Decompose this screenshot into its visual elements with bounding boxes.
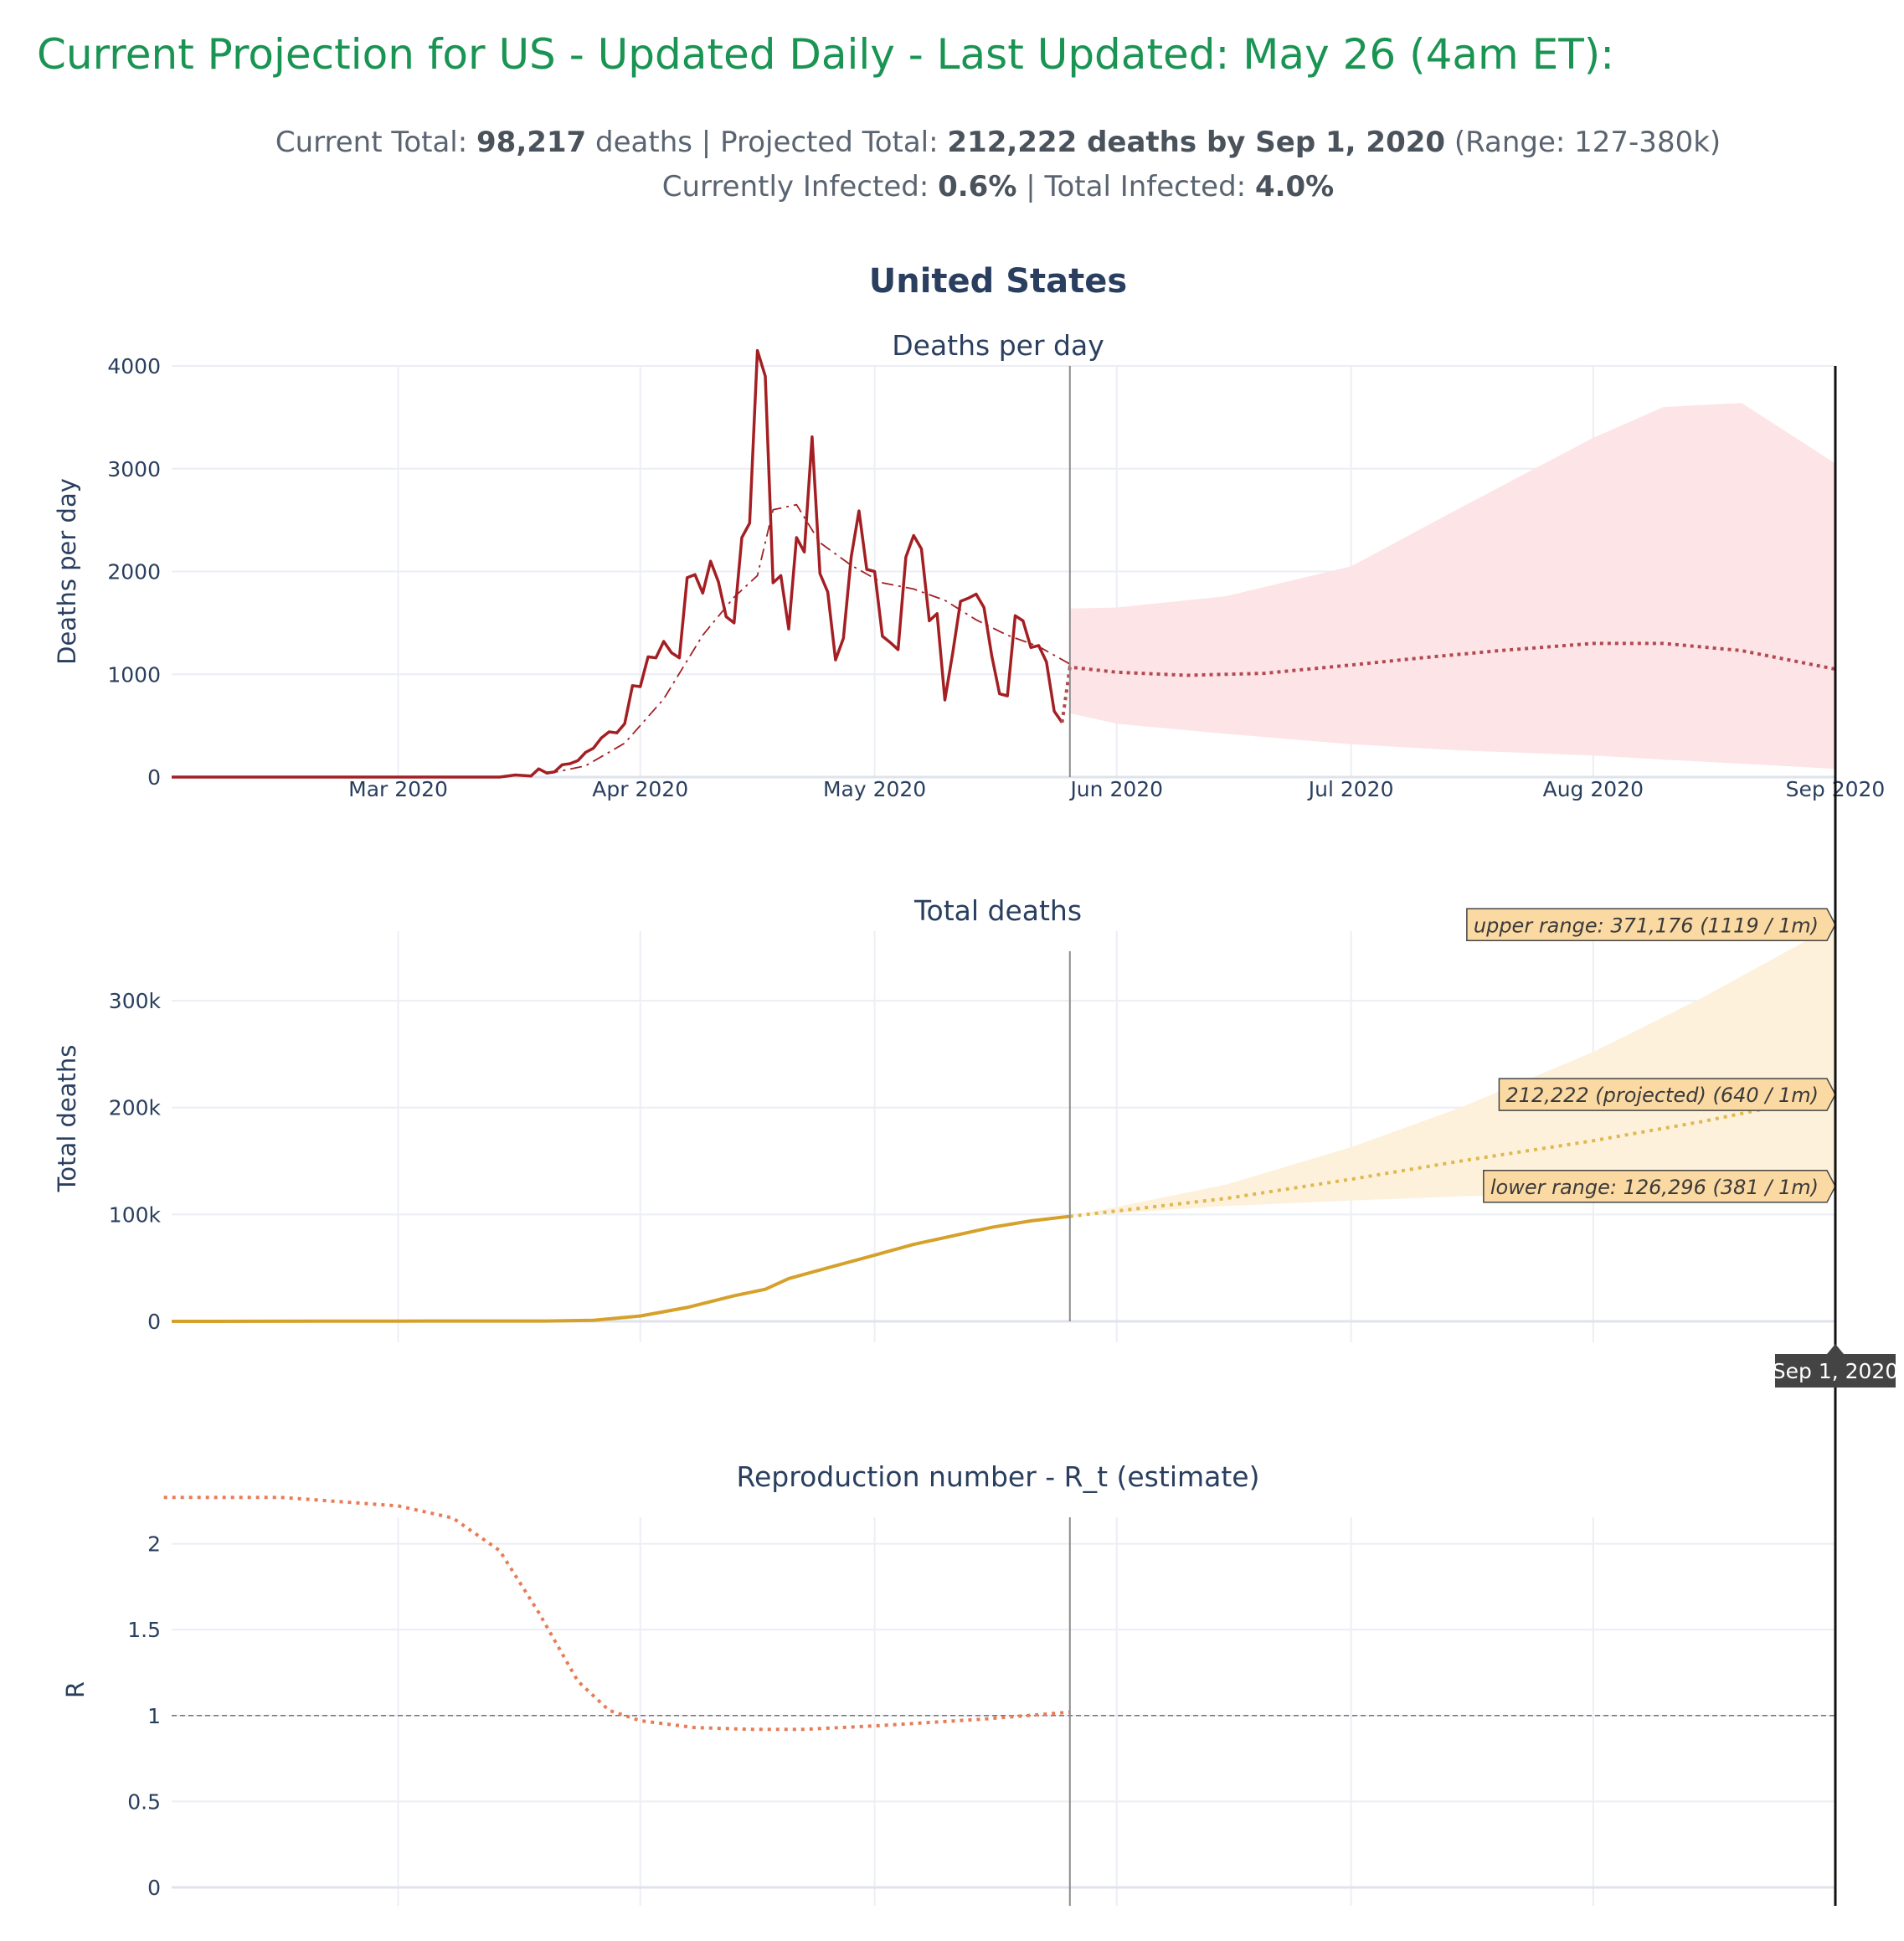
y-tick-label: 0 <box>147 1310 161 1334</box>
separator: | <box>1026 170 1036 203</box>
x-tick-label: Jun 2020 <box>1068 777 1163 801</box>
panel-3: 0 0.5 1 1.5 2 Reproduction number - R_t (esti… <box>61 1460 1836 1906</box>
annotation-label: lower range: 126,296 (381 / 1m) <box>1490 1176 1819 1199</box>
panel-title: Total deaths <box>913 894 1082 927</box>
page-title: Current Projection for US - Updated Dail… <box>37 30 1615 79</box>
current-total-value: 98,217 <box>476 126 587 159</box>
annotation: 212,222 (projected) (640 / 1m) <box>1498 1078 1836 1111</box>
projection-line <box>1069 1093 1836 1218</box>
chart-title: United States <box>869 262 1127 301</box>
rt-estimate-line <box>163 1496 1070 1732</box>
y-tick-label: 0 <box>147 765 161 790</box>
tooltip-label: Sep 1, 2020 <box>1773 1359 1899 1383</box>
y-tick-label: 1.5 <box>127 1618 161 1642</box>
annotation: lower range: 126,296 (381 / 1m) <box>1483 1170 1836 1203</box>
projected-range: (Range: 127-380k) <box>1454 126 1721 159</box>
x-tick-label: Mar 2020 <box>348 777 448 801</box>
annotation-label: upper range: 371,176 (1119 / 1m) <box>1474 914 1819 937</box>
summary-line-1: Current Total: 98,217 deaths | Projected… <box>0 126 1904 159</box>
annotation-box <box>1483 1170 1836 1203</box>
y-tick-label: 300k <box>109 989 162 1013</box>
y-tick-label: 0.5 <box>127 1789 161 1814</box>
x-tick-label: Jul 2020 <box>1307 777 1394 801</box>
current-total-label: Current Total: <box>275 126 468 159</box>
y-tick-label: 4000 <box>107 354 161 378</box>
y-tick-label: 1 <box>147 1704 161 1728</box>
moving-average-line <box>546 503 1071 775</box>
y-axis-label: Total deaths <box>53 1045 81 1193</box>
separator: | <box>701 126 712 159</box>
uncertainty-band <box>1069 924 1835 1217</box>
summary-line-2: Currently Infected: 0.6% | Total Infecte… <box>0 170 1904 203</box>
total-infected-label: Total Infected: <box>1044 170 1247 203</box>
y-axis-label: R <box>61 1681 90 1698</box>
projection-line <box>1060 641 1836 723</box>
infected-value: 0.6% <box>938 170 1017 203</box>
y-tick-label: 2 <box>147 1532 161 1557</box>
panel-2: 0 100k 200k 300k Total deaths Total deaths upp… <box>53 894 1836 1342</box>
panel-title: Reproduction number - R_t (estimate) <box>737 1460 1260 1493</box>
total-deaths-line <box>171 1214 1071 1323</box>
y-tick-label: 3000 <box>107 457 161 481</box>
annotation: upper range: 371,176 (1119 / 1m) <box>1466 908 1836 942</box>
y-tick-label: 200k <box>109 1096 162 1120</box>
tooltip-box <box>1775 1344 1896 1388</box>
x-tick-label: May 2020 <box>823 777 926 801</box>
projected-label: Projected Total: <box>720 126 939 159</box>
infected-label: Currently Infected: <box>661 170 929 203</box>
annotation-label: 212,222 (projected) (640 / 1m) <box>1505 1084 1819 1107</box>
hover-date-tooltip: Sep 1, 2020 <box>1773 1344 1899 1388</box>
y-tick-label: 100k <box>109 1202 162 1227</box>
x-tick-label: Apr 2020 <box>592 777 688 801</box>
projected-value: 212,222 deaths by Sep 1, 2020 <box>947 126 1446 159</box>
annotation-box <box>1498 1078 1836 1111</box>
annotation-box <box>1466 908 1836 942</box>
uncertainty-band <box>1069 403 1835 770</box>
y-axis-label: Deaths per day <box>53 478 81 665</box>
y-tick-label: 0 <box>147 1876 161 1900</box>
daily-deaths-line <box>172 348 1063 779</box>
total-infected-value: 4.0% <box>1254 170 1335 203</box>
panel-1: 0 1000 2000 3000 4000 Mar 2020 Apr 2020 May 202… <box>53 329 1885 801</box>
y-tick-label: 1000 <box>107 662 161 687</box>
current-total-unit: deaths <box>595 126 692 159</box>
x-tick-label: Aug 2020 <box>1543 777 1644 801</box>
panel-title: Deaths per day <box>892 329 1104 362</box>
plot-area[interactable]: 0 1000 2000 3000 4000 Mar 2020 Apr 2020 May 202… <box>53 329 1898 1906</box>
y-tick-label: 2000 <box>107 560 161 584</box>
